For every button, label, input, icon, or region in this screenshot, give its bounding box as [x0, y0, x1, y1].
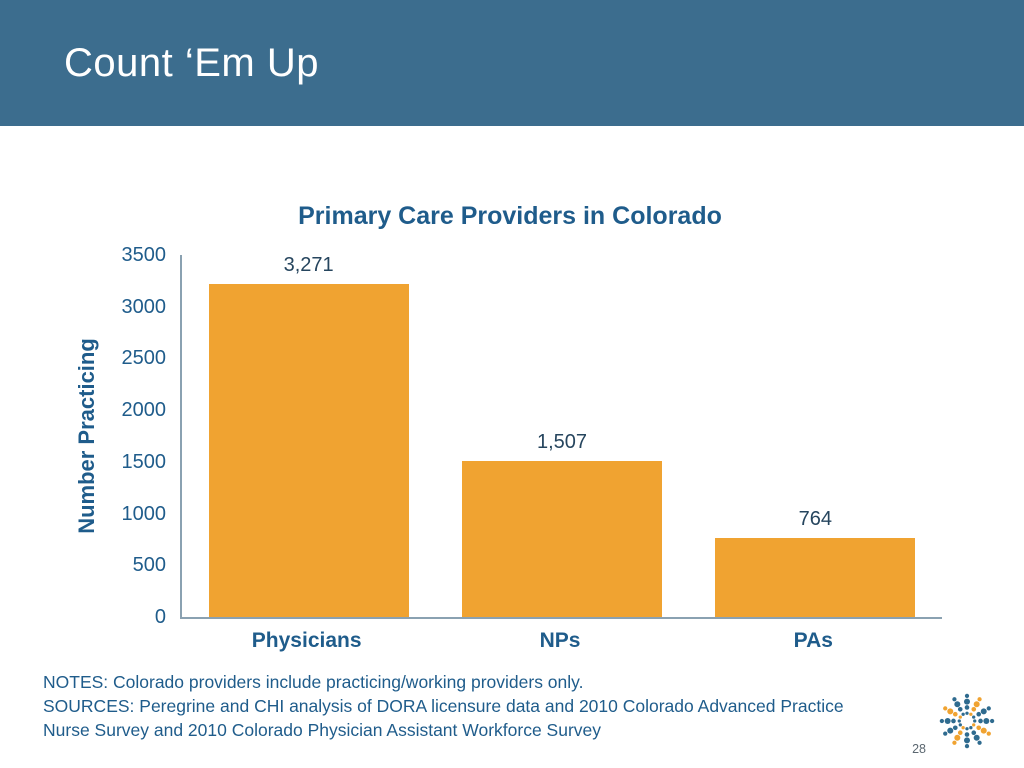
plot-area: Number Practicing 3500 3000 2500 2000 1500 10…	[74, 245, 942, 627]
y-tick-label: 0	[154, 606, 166, 628]
y-tick-label: 1500	[121, 450, 167, 473]
notes: NOTES: Colorado providers include practi…	[43, 670, 863, 742]
x-category-label: Physicians	[251, 629, 362, 652]
bar-group: 764	[689, 255, 942, 617]
x-category-label: PAs	[793, 629, 833, 652]
chi-logo-icon	[938, 692, 996, 750]
y-tick-label: 500	[132, 554, 166, 577]
bar	[461, 461, 663, 617]
y-tick-label: 2500	[121, 347, 167, 370]
bar-value-label: 764	[798, 507, 832, 530]
bar-chart: Primary Care Providers in Colorado Numbe…	[74, 202, 942, 653]
bar	[208, 284, 409, 617]
y-tick-label: 1000	[121, 502, 167, 525]
bar-value-label: 1,507	[536, 431, 588, 454]
x-axis-labels: Physicians NPs PAs	[180, 629, 940, 653]
bar-group: 1,507	[435, 255, 688, 617]
bar-group: 3,271	[182, 255, 435, 617]
bars: 3,271 1,507 764	[182, 255, 942, 617]
slide-header: Count ‘Em Up	[0, 0, 1024, 126]
slide-title: Count ‘Em Up	[64, 40, 319, 85]
y-tick-label: 2000	[121, 399, 167, 422]
chart-title: Primary Care Providers in Colorado	[298, 202, 722, 230]
y-tick-label: 3000	[121, 295, 167, 318]
sources-line: SOURCES: Peregrine and CHI analysis of D…	[43, 696, 844, 741]
y-tick-label: 3500	[121, 244, 167, 266]
x-category-label: NPs	[539, 629, 581, 652]
notes-line: NOTES: Colorado providers include practi…	[43, 672, 584, 692]
bar	[715, 537, 916, 617]
page-number: 28	[912, 742, 926, 756]
bar-value-label: 3,271	[283, 254, 334, 276]
y-axis-ticks: 3500 3000 2500 2000 1500 1000 500 0	[86, 245, 167, 627]
